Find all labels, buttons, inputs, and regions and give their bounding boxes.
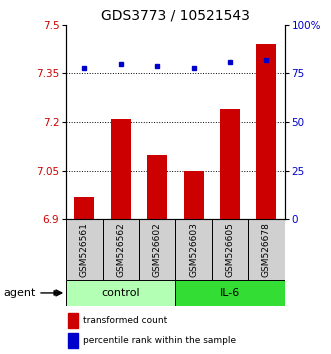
Bar [212, 219, 248, 280]
Text: GSM526603: GSM526603 [189, 222, 198, 277]
Bar [111, 119, 131, 219]
Text: agent: agent [3, 288, 36, 298]
Bar [184, 171, 204, 219]
Bar [74, 197, 94, 219]
Text: GSM526562: GSM526562 [116, 222, 125, 277]
Bar [220, 109, 240, 219]
Bar [69, 333, 78, 348]
Text: GSM526602: GSM526602 [153, 222, 162, 277]
Bar [175, 280, 285, 306]
Bar [103, 219, 139, 280]
Bar [69, 313, 78, 328]
Bar [248, 219, 285, 280]
Title: GDS3773 / 10521543: GDS3773 / 10521543 [101, 8, 250, 22]
Text: GSM526605: GSM526605 [225, 222, 235, 277]
Bar [147, 155, 167, 219]
Bar [139, 219, 175, 280]
Text: transformed count: transformed count [83, 316, 167, 325]
Bar [66, 280, 175, 306]
Text: GSM526561: GSM526561 [80, 222, 89, 277]
Text: percentile rank within the sample: percentile rank within the sample [83, 336, 236, 345]
Text: control: control [102, 288, 140, 298]
Text: GSM526678: GSM526678 [262, 222, 271, 277]
Bar [175, 219, 212, 280]
Text: IL-6: IL-6 [220, 288, 240, 298]
Bar [66, 219, 103, 280]
Bar [257, 44, 276, 219]
